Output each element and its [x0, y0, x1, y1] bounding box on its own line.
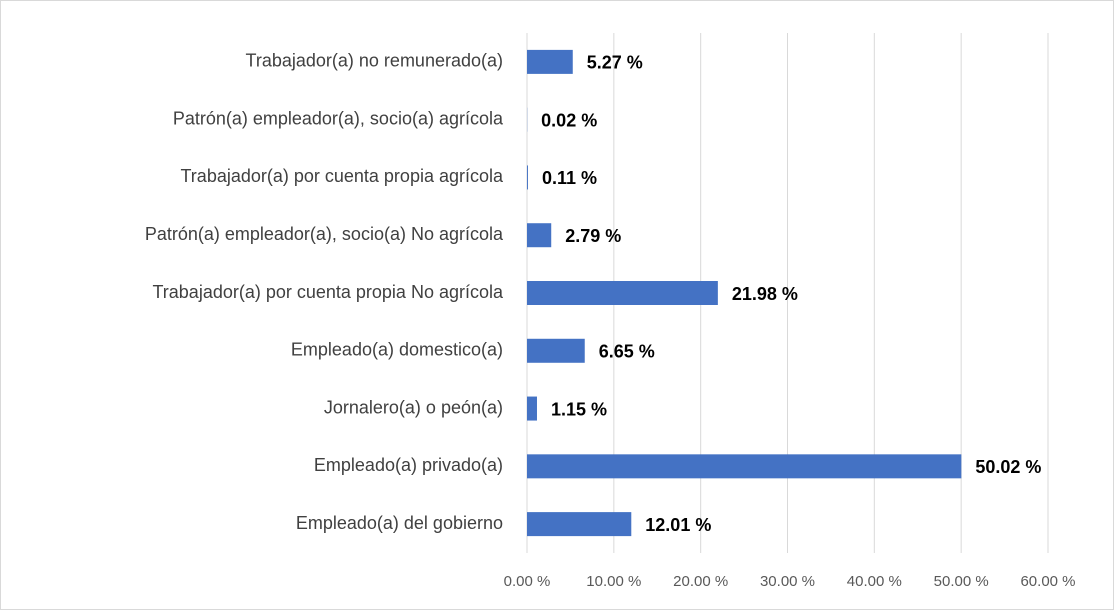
bar — [527, 454, 962, 479]
value-label: 12.01 % — [645, 515, 711, 535]
bar — [527, 338, 585, 363]
y-tick-label: Empleado(a) del gobierno — [296, 513, 503, 533]
y-tick-label: Trabajador(a) por cuenta propia No agríc… — [152, 282, 504, 302]
value-label: 0.11 % — [542, 168, 597, 188]
x-tick-label: 20.00 % — [673, 573, 728, 590]
y-tick-label: Empleado(a) domestico(a) — [291, 340, 503, 360]
y-tick-label: Trabajador(a) por cuenta propia agrícola — [180, 166, 504, 186]
x-tick-label: 10.00 % — [586, 573, 641, 590]
value-label: 6.65 % — [599, 342, 655, 362]
x-tick-label: 0.00 % — [504, 573, 551, 590]
bar — [527, 396, 537, 421]
x-tick-label: 30.00 % — [760, 573, 815, 590]
x-tick-label: 60.00 % — [1020, 573, 1075, 590]
y-tick-label: Empleado(a) privado(a) — [314, 455, 503, 475]
y-tick-label: Patrón(a) empleador(a), socio(a) No agrí… — [145, 224, 504, 244]
y-tick-label: Jornalero(a) o peón(a) — [324, 397, 503, 417]
value-label: 1.15 % — [551, 399, 607, 419]
value-label: 5.27 % — [587, 53, 643, 73]
y-tick-label: Trabajador(a) no remunerado(a) — [246, 51, 503, 71]
bar — [527, 223, 552, 248]
bar — [527, 512, 632, 537]
bar — [527, 165, 528, 190]
value-label: 50.02 % — [975, 457, 1041, 477]
value-label: 2.79 % — [565, 226, 621, 246]
bar — [527, 49, 573, 74]
y-tick-label: Patrón(a) empleador(a), socio(a) agrícol… — [173, 108, 504, 128]
x-tick-label: 50.00 % — [934, 573, 989, 590]
value-label: 0.02 % — [541, 110, 597, 130]
value-label: 21.98 % — [732, 284, 798, 304]
bar — [527, 281, 718, 305]
x-tick-label: 40.00 % — [847, 573, 902, 590]
